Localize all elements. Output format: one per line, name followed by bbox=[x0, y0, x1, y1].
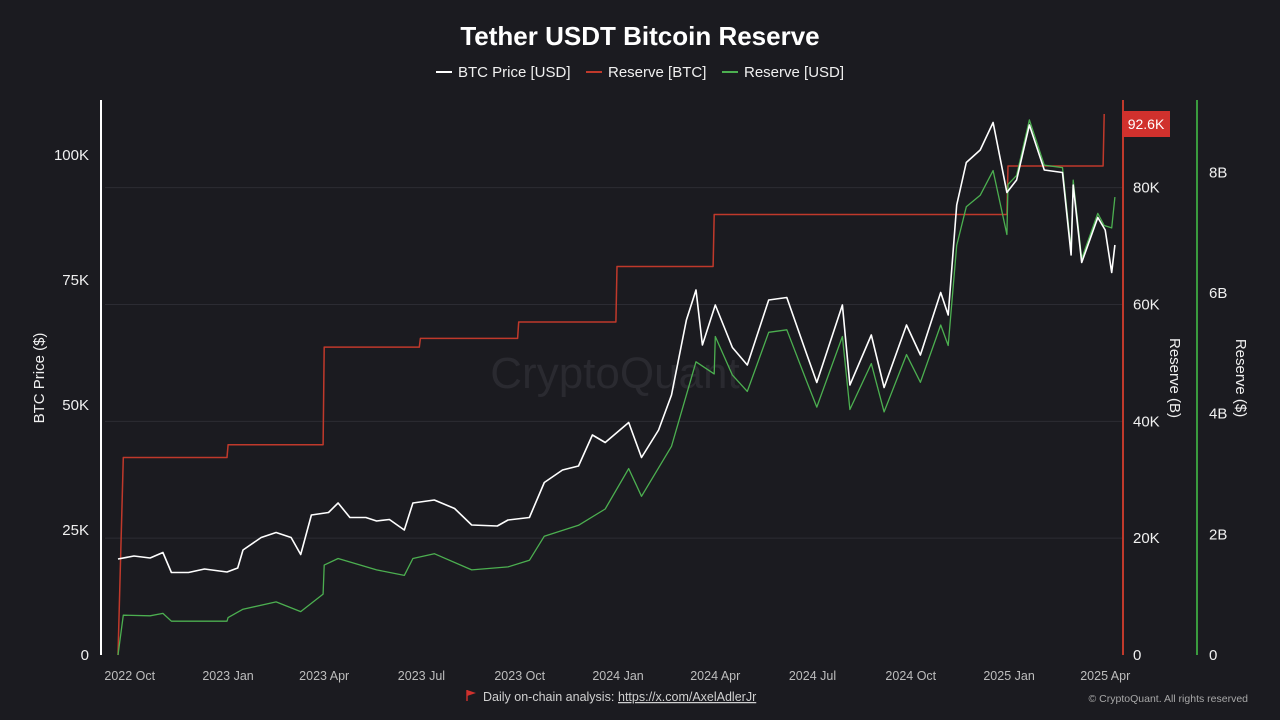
y-axis-left-label: BTC Price ($) bbox=[31, 333, 48, 424]
x-tick-label: 2024 Oct bbox=[885, 669, 936, 683]
ticks: 0 25K 50K 75K 100K 0 20K 40K 60K 80K 0 2B 4B 6B 8B 2022… bbox=[54, 147, 1227, 683]
axes bbox=[100, 100, 1198, 655]
legend: BTC Price [USD] Reserve [BTC] Reserve [USD… bbox=[436, 64, 844, 81]
y-right-usd-tick-label: 8B bbox=[1209, 164, 1227, 181]
x-tick-label: 2023 Apr bbox=[299, 669, 349, 683]
footer-analysis-link[interactable]: https://x.com/AxelAdlerJr bbox=[618, 690, 756, 704]
x-tick-label: 2024 Jan bbox=[592, 669, 643, 683]
x-tick-label: 2022 Oct bbox=[104, 669, 155, 683]
last-value-badge: 92.6K bbox=[1122, 111, 1170, 137]
x-tick-label: 2024 Jul bbox=[789, 669, 836, 683]
legend-label-2: Reserve [USD] bbox=[744, 64, 844, 81]
y-right-btc-tick-label: 60K bbox=[1133, 296, 1160, 313]
footer: Daily on-chain analysis: https://x.com/A… bbox=[466, 690, 1249, 705]
y-right-btc-tick-label: 80K bbox=[1133, 180, 1160, 197]
y-left-tick-label: 100K bbox=[54, 147, 89, 164]
chart-title: Tether USDT Bitcoin Reserve bbox=[460, 21, 819, 51]
y-left-tick-label: 25K bbox=[62, 522, 89, 539]
series-layer bbox=[117, 113, 1116, 656]
footer-copyright: © CryptoQuant. All rights reserved bbox=[1089, 693, 1249, 705]
grid bbox=[105, 187, 1122, 539]
last-value-badge-text: 92.6K bbox=[1128, 116, 1165, 132]
x-tick-label: 2023 Jan bbox=[202, 669, 253, 683]
watermark: CryptoQuant bbox=[490, 349, 739, 398]
y-right-usd-tick-label: 2B bbox=[1209, 526, 1227, 543]
y-right-usd-tick-label: 0 bbox=[1209, 647, 1217, 664]
y-axis-right-usd-label: Reserve ($) bbox=[1232, 339, 1249, 417]
x-tick-label: 2024 Apr bbox=[690, 669, 740, 683]
footer-analysis-text: Daily on-chain analysis: bbox=[483, 690, 614, 704]
y-left-tick-label: 50K bbox=[62, 397, 89, 414]
y-right-btc-tick-label: 20K bbox=[1133, 530, 1160, 547]
series-line-0 bbox=[117, 121, 1116, 574]
x-tick-label: 2025 Apr bbox=[1080, 669, 1130, 683]
y-right-btc-tick-label: 0 bbox=[1133, 647, 1141, 664]
x-tick-label: 2023 Oct bbox=[494, 669, 545, 683]
y-left-tick-label: 0 bbox=[81, 647, 89, 664]
flag-icon bbox=[467, 690, 476, 696]
series-line-2 bbox=[117, 119, 1116, 656]
y-right-usd-tick-label: 6B bbox=[1209, 285, 1227, 302]
x-tick-label: 2023 Jul bbox=[398, 669, 445, 683]
legend-label-1: Reserve [BTC] bbox=[608, 64, 706, 81]
legend-label-0: BTC Price [USD] bbox=[458, 64, 571, 81]
y-axis-right-btc-label: Reserve (B) bbox=[1166, 338, 1183, 418]
x-tick-label: 2025 Jan bbox=[983, 669, 1034, 683]
y-right-usd-tick-label: 4B bbox=[1209, 406, 1227, 423]
y-left-tick-label: 75K bbox=[62, 272, 89, 289]
y-right-btc-tick-label: 40K bbox=[1133, 413, 1160, 430]
